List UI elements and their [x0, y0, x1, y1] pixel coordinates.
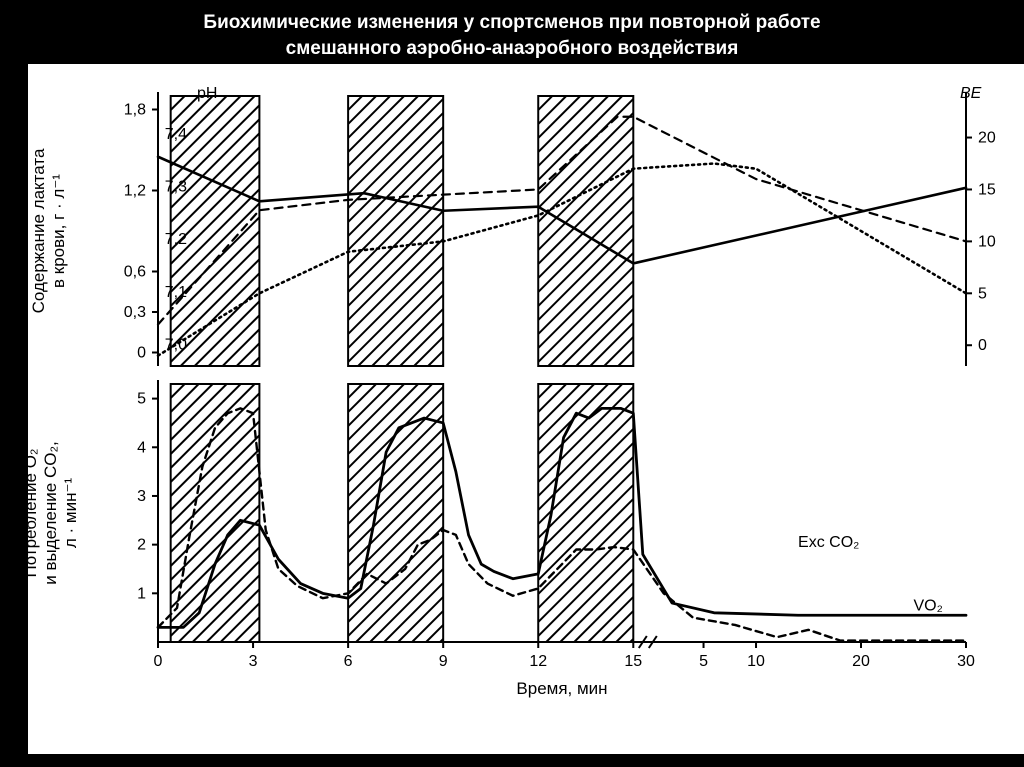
svg-text:7,2: 7,2 [165, 231, 187, 248]
svg-text:VO₂: VO₂ [914, 597, 943, 614]
svg-text:7,4: 7,4 [165, 126, 187, 143]
svg-text:BE: BE [960, 85, 982, 102]
svg-text:4: 4 [137, 439, 146, 456]
figure-container: 00,30,61,21,87,07,17,27,37,4pH05101520BE… [28, 64, 1024, 754]
svg-text:и выделение CO₂,: и выделение CO₂, [41, 441, 60, 585]
svg-text:в крови, г · л⁻¹: в крови, г · л⁻¹ [49, 174, 68, 288]
svg-text:0,6: 0,6 [124, 264, 146, 281]
svg-text:15: 15 [978, 181, 996, 198]
svg-text:pH: pH [197, 85, 217, 102]
svg-text:12: 12 [529, 653, 547, 670]
svg-text:л · мин⁻¹: л · мин⁻¹ [61, 478, 80, 549]
page-title-l2: смешанного аэробно-анаэробного воздейств… [30, 36, 994, 62]
svg-text:10: 10 [747, 653, 765, 670]
svg-text:Exc CO₂: Exc CO₂ [798, 534, 859, 551]
svg-text:9: 9 [439, 653, 448, 670]
svg-text:0: 0 [154, 653, 163, 670]
svg-text:Содержание лактата: Содержание лактата [29, 148, 48, 313]
svg-text:Потребление O₂: Потребление O₂ [28, 448, 40, 577]
svg-text:5: 5 [137, 391, 146, 408]
svg-text:1,8: 1,8 [124, 102, 146, 119]
svg-text:7,3: 7,3 [165, 178, 187, 195]
svg-text:Время, мин: Время, мин [516, 679, 607, 698]
svg-text:20: 20 [978, 130, 996, 147]
svg-text:5: 5 [978, 285, 987, 302]
svg-text:15: 15 [624, 653, 642, 670]
svg-text:3: 3 [137, 488, 146, 505]
svg-text:2: 2 [137, 537, 146, 554]
svg-text:30: 30 [957, 653, 975, 670]
svg-text:7,1: 7,1 [165, 284, 187, 301]
svg-text:1,2: 1,2 [124, 183, 146, 200]
svg-text:1: 1 [137, 585, 146, 602]
svg-text:0: 0 [978, 337, 987, 354]
page-title-l1: Биохимические изменения у спортсменов пр… [30, 10, 994, 36]
svg-text:20: 20 [852, 653, 870, 670]
svg-text:5: 5 [699, 653, 708, 670]
svg-text:0: 0 [137, 345, 146, 362]
svg-text:10: 10 [978, 233, 996, 250]
svg-text:6: 6 [344, 653, 353, 670]
svg-text:3: 3 [249, 653, 258, 670]
svg-text:0,3: 0,3 [124, 304, 146, 321]
